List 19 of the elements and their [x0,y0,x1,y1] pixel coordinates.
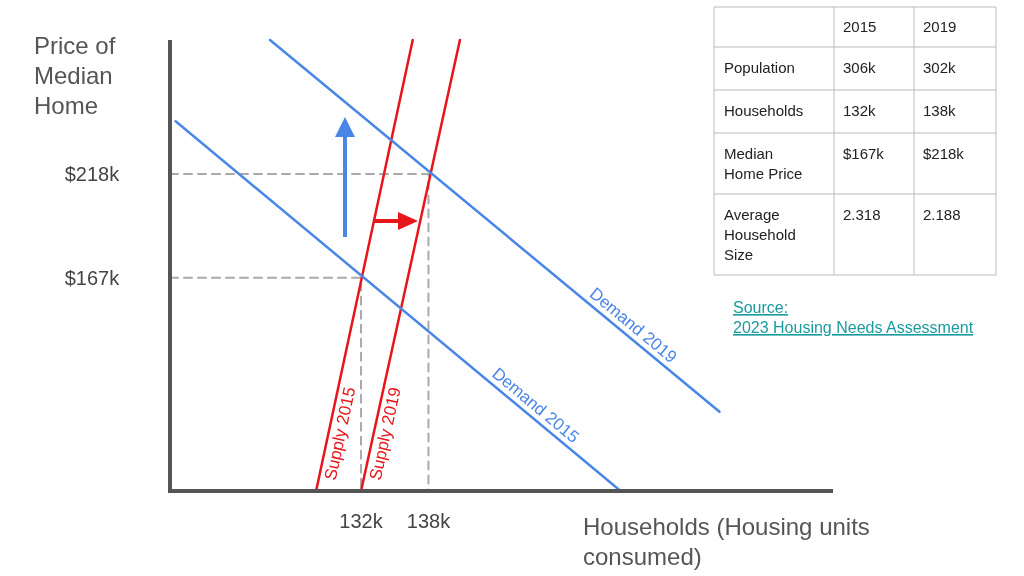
text: 2.318 [843,206,881,223]
text: 132k [843,102,876,119]
category-label: 2015 [843,18,877,35]
text: 302k [923,59,956,76]
category-label: Median Home Price [724,145,803,182]
category-label: Households [724,102,804,119]
category-label: Population [724,59,795,76]
text: Supply 2015 [320,385,360,482]
category-label: 2019 [923,18,957,35]
x-axis-title: Households (Housing units consumed) [583,513,870,570]
text: 306k [843,59,876,76]
annotation: Source: 2023 Housing Needs Assessment [733,299,974,336]
text: 138k [923,102,956,119]
y-axis-title: Price of Median Home [34,32,116,119]
text: $218k [923,145,964,162]
category-label: Average Household Size [724,206,796,263]
text: Supply 2019 [365,385,405,482]
text: 2.188 [923,206,961,223]
text: $167k [843,145,884,162]
